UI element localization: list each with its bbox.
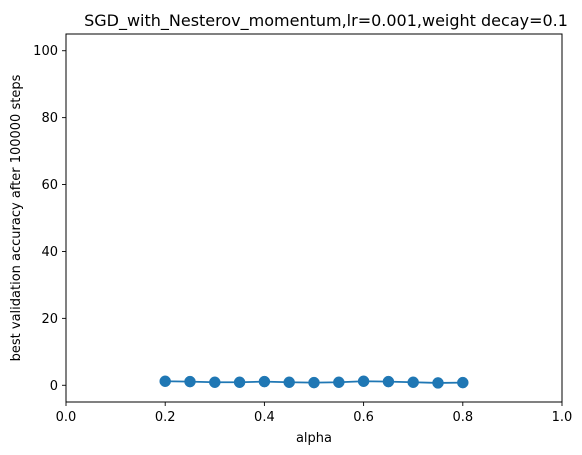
plot-area <box>66 34 562 402</box>
x-tick-label: 0.2 <box>155 410 176 425</box>
y-tick-label: 60 <box>41 178 58 193</box>
y-tick-label: 80 <box>41 111 58 126</box>
y-tick-label: 0 <box>50 379 58 394</box>
y-axis-label: best validation accuracy after 100000 st… <box>9 74 24 361</box>
data-point <box>407 376 419 389</box>
x-tick-label: 0.8 <box>452 410 473 425</box>
x-tick-label: 0.4 <box>254 410 275 425</box>
series-layer <box>65 33 563 403</box>
x-tick-label: 0.6 <box>353 410 374 425</box>
plot-background <box>66 34 562 402</box>
data-point <box>283 376 295 389</box>
x-axis-label: alpha <box>296 431 332 446</box>
data-point <box>258 375 271 388</box>
data-point <box>432 377 444 389</box>
data-point <box>333 376 345 389</box>
y-tick-label: 40 <box>41 245 58 260</box>
y-axis: 0 20 40 60 80 100 <box>33 44 66 394</box>
axes-frame <box>65 33 563 403</box>
y-tick-label: 100 <box>33 44 58 59</box>
x-tick-label: 0.0 <box>56 410 77 425</box>
data-point <box>357 375 370 388</box>
data-point <box>308 376 320 389</box>
x-axis: 0.0 0.2 0.4 0.6 0.8 1.0 <box>56 402 573 425</box>
data-point <box>457 376 469 389</box>
x-tick-label: 1.0 <box>552 410 573 425</box>
data-point <box>184 375 196 388</box>
data-point <box>159 375 171 388</box>
chart-title: SGD_with_Nesterov_momentum,lr=0.001,weig… <box>84 11 568 31</box>
data-point <box>382 375 395 388</box>
data-point <box>209 376 221 389</box>
y-tick-label: 20 <box>41 312 58 327</box>
data-point <box>233 376 246 389</box>
